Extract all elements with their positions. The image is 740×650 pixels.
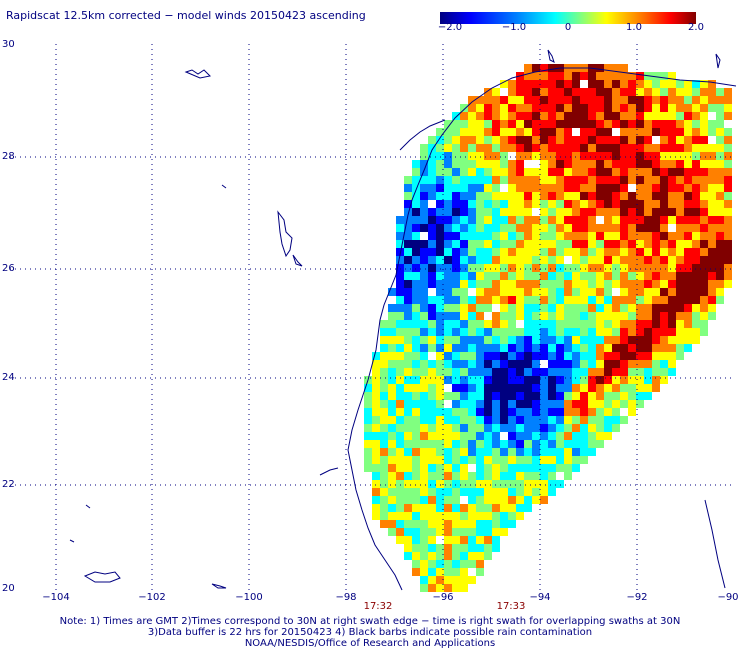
- lon-label: −96: [432, 592, 454, 603]
- colorbar-tick: −1.0: [501, 22, 527, 33]
- coastline: [69, 49, 737, 591]
- colorbar-tick: 2.0: [688, 22, 704, 33]
- lat-label: 28: [2, 151, 15, 162]
- map-title: Rapidscat 12.5km corrected − model winds…: [6, 9, 366, 22]
- lon-label: −102: [138, 592, 166, 603]
- lat-label: 26: [2, 263, 15, 274]
- lon-label: −100: [235, 592, 263, 603]
- lon-label: −94: [529, 592, 551, 603]
- map-grid: [10, 44, 735, 590]
- lon-label: −98: [335, 592, 357, 603]
- lat-label: 30: [2, 39, 15, 50]
- lon-label: −92: [626, 592, 648, 603]
- pass-time-right: 17:33: [496, 601, 526, 612]
- lon-label: −90: [717, 592, 739, 603]
- footnote-line-2: 3)Data buffer is 22 hrs for 20150423 4) …: [147, 627, 593, 638]
- footnote-line-1: Note: 1) Times are GMT 2)Times correspon…: [59, 616, 681, 627]
- colorbar: [440, 9, 696, 24]
- colorbar-tick: 1.0: [626, 22, 642, 33]
- lat-label: 20: [2, 583, 15, 594]
- lon-label: −104: [42, 592, 70, 603]
- colorbar-gradient: [440, 12, 696, 24]
- footnote-line-3: NOAA/NESDIS/Office of Research and Appli…: [244, 638, 496, 649]
- colorbar-tick: 0: [564, 22, 572, 33]
- lat-label: 22: [2, 479, 15, 490]
- lat-label: 24: [2, 372, 15, 383]
- swath-pixels: [364, 64, 732, 592]
- pass-time-left: 17:32: [363, 601, 393, 612]
- colorbar-tick: −2.0: [437, 22, 463, 33]
